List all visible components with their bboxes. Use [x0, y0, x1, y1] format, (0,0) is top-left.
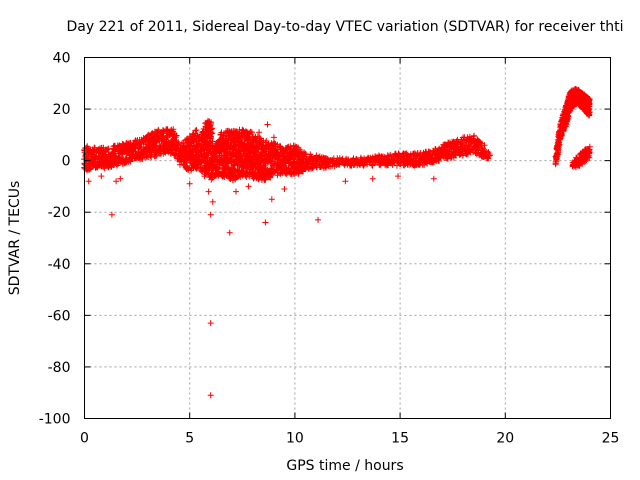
x-tick-label: 0 — [80, 431, 89, 447]
data-point — [268, 196, 275, 203]
data-point — [160, 130, 167, 137]
grid — [84, 57, 611, 419]
plot-frame — [84, 57, 611, 419]
x-tick-label: 20 — [496, 431, 514, 447]
y-tick-label: -100 — [39, 412, 71, 428]
data-point — [207, 392, 214, 399]
data-point — [226, 229, 233, 236]
y-tick-label: -60 — [48, 308, 71, 324]
data-point — [185, 166, 192, 173]
data-point — [209, 198, 216, 205]
data-point — [459, 152, 466, 159]
data-point — [183, 160, 190, 166]
data-point — [209, 138, 216, 145]
data-point — [122, 155, 129, 162]
data-point — [342, 178, 349, 185]
data-point — [284, 144, 291, 151]
data-point — [98, 173, 105, 180]
data-points — [81, 86, 593, 399]
data-point — [281, 186, 288, 192]
data-point — [336, 161, 343, 168]
x-tick-label: 5 — [185, 431, 194, 447]
data-point — [205, 188, 212, 195]
data-point — [315, 216, 321, 223]
data-point — [209, 125, 216, 132]
data-point — [248, 129, 255, 136]
data-point — [262, 219, 269, 226]
data-point — [207, 133, 214, 140]
data-point — [207, 211, 214, 218]
data-point — [302, 150, 309, 157]
data-point — [430, 175, 437, 182]
y-tick-label: -80 — [48, 360, 71, 376]
data-point — [207, 120, 214, 127]
y-tick-label: 40 — [53, 51, 71, 67]
y-tick-label: 0 — [62, 154, 71, 170]
data-point — [256, 129, 263, 136]
x-tick-label: 15 — [391, 431, 409, 447]
data-point — [270, 134, 277, 141]
y-tick-label: -20 — [48, 205, 71, 221]
data-point — [173, 132, 180, 139]
y-tick-label: 20 — [53, 102, 71, 118]
data-point — [172, 134, 179, 141]
y-tick-label: -40 — [48, 257, 71, 273]
data-point — [193, 127, 200, 134]
data-point — [369, 175, 376, 182]
data-point — [298, 148, 304, 155]
data-point — [122, 160, 129, 167]
data-point — [233, 188, 239, 195]
axis-ticks: 0 5 10 15 20 25 -100 -80 -60 -40 -20 0 20 40 — [39, 51, 620, 447]
x-tick-label: 25 — [602, 431, 620, 447]
data-point — [396, 160, 403, 167]
data-point — [264, 121, 271, 128]
x-axis-label: GPS time / hours — [286, 458, 403, 474]
x-tick-label: 10 — [286, 431, 304, 447]
data-point — [186, 180, 193, 187]
data-point — [267, 174, 274, 181]
data-point — [85, 178, 92, 185]
y-axis-label: SDTVAR / TECUs — [7, 181, 23, 296]
data-point — [207, 320, 214, 327]
data-point — [245, 183, 252, 190]
chart-title: Day 221 of 2011, Sidereal Day-to-day VTE… — [67, 19, 624, 35]
